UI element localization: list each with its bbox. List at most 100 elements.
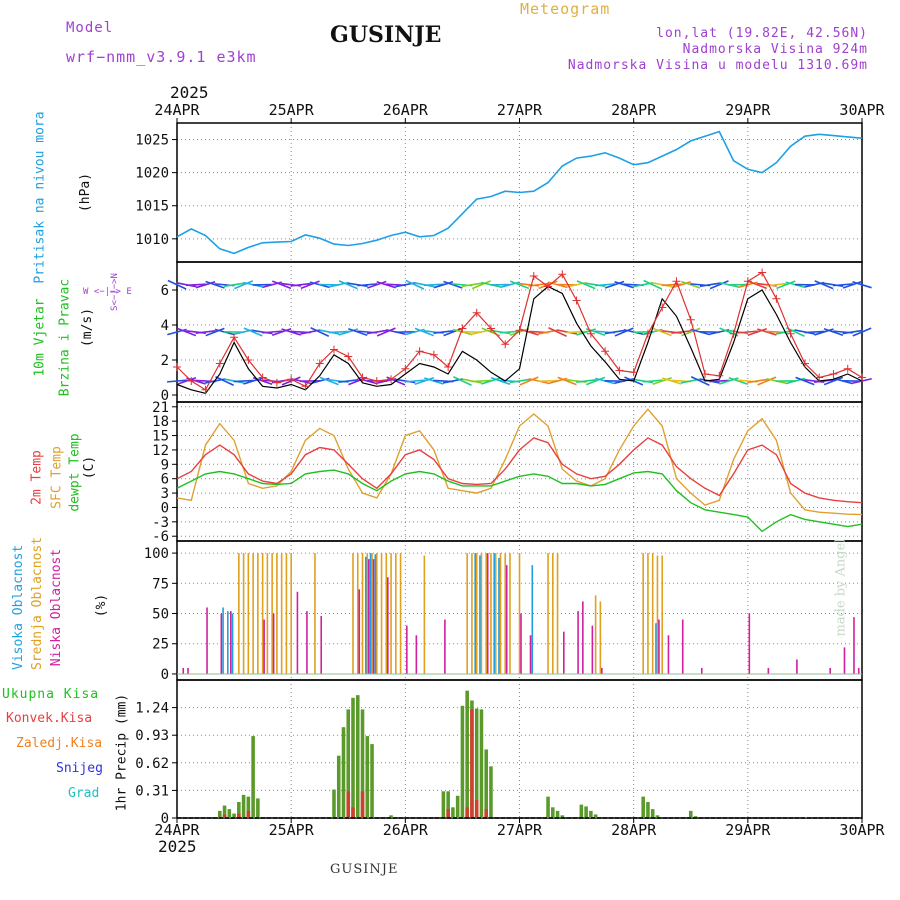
wind-arrow (433, 281, 454, 289)
wind-arrow (652, 327, 672, 337)
precip-total-bar (584, 806, 588, 818)
wind-arrow (814, 328, 834, 336)
wind-arrow (719, 377, 739, 385)
y-tick-label: 1.24 (135, 701, 169, 717)
wind-arrow (681, 280, 701, 289)
precip-conv-bar (446, 809, 450, 818)
wind-arrow (757, 376, 777, 386)
precip-total-bar (341, 727, 346, 818)
precip-total-bar (655, 815, 660, 818)
wind-speed-marker (629, 368, 638, 377)
wind-speed-marker (315, 359, 324, 368)
wind-arrow (643, 279, 663, 290)
y-tick-label: 0.93 (135, 728, 169, 744)
x-tick-label-bottom: 30APR (839, 821, 885, 839)
wind-speed-marker (287, 375, 296, 384)
precip-conv-bar (346, 791, 351, 818)
wind-arrow (215, 376, 234, 386)
wind-arrow (747, 327, 768, 337)
wind-speed-marker (515, 326, 524, 335)
wind-arrow (366, 329, 387, 335)
wind-arrow (737, 330, 758, 334)
precip-total-bar (441, 791, 446, 818)
y-tick-label: 75 (152, 576, 169, 592)
wind-arrow (719, 327, 739, 337)
precip-total-bar (641, 796, 645, 818)
y-tick-label: 0 (161, 667, 169, 683)
wind-arrow (195, 329, 216, 335)
wind-compass-sn: S<−|−>N (109, 273, 120, 311)
wind-arrow (205, 327, 225, 337)
wind-arrow (338, 378, 359, 384)
wind-speed-marker (701, 370, 710, 378)
precip-total-bar (455, 795, 460, 818)
wind-arrow (310, 327, 330, 337)
wind-speed-marker (329, 345, 338, 354)
pressure-line (176, 130, 863, 255)
cloud-label-high: Visoka Oblacnost (11, 544, 26, 670)
precip-conv-bar (222, 814, 227, 818)
model-altitude-label: Nadmorska Visina u modelu 1310.69m (567, 58, 868, 73)
x-tick-label-top: 26APR (383, 101, 429, 119)
wind-arrow (852, 281, 872, 289)
wind-arrow (576, 328, 596, 336)
precip-conv-bar (360, 791, 365, 818)
wind-speed-marker (230, 333, 239, 342)
y-tick-label: 1015 (135, 199, 169, 215)
precip-unit: 1hr Precip (mm) (114, 693, 130, 812)
wind-compass-we: W <−|−> E (83, 287, 132, 297)
wind-arrow (823, 376, 844, 386)
precip-total-bar (256, 798, 260, 818)
precip-total-bar (355, 695, 360, 818)
wind-arrow (557, 376, 577, 386)
wind-arrow (328, 330, 349, 334)
pressure-unit: (hPa) (78, 172, 94, 213)
wind-arrow (272, 280, 292, 290)
precip-total-bar (589, 810, 593, 818)
wind-speed-marker (572, 296, 581, 305)
precip-total-bar (241, 794, 246, 818)
wind-speed-marker (358, 373, 367, 382)
wind-arrow (471, 280, 491, 290)
wind-speed-marker (244, 356, 253, 364)
wind-gust-line (176, 285, 863, 394)
precip-total-bar (251, 736, 255, 818)
wind-arrow (433, 329, 454, 335)
wind-arrow (509, 378, 530, 384)
wind-arrow (747, 378, 768, 384)
wind-arrow (709, 280, 729, 290)
y-tick-label: 25 (152, 637, 169, 653)
wind-arrow (443, 280, 463, 289)
wind-arrow (671, 329, 692, 335)
wind-arrow (709, 379, 730, 383)
x-tick-label-top: 27APR (497, 101, 543, 119)
precip-total-bar (489, 766, 493, 818)
temp-label-sfc: SFC Temp (49, 446, 65, 509)
product-title: Meteogram (520, 0, 611, 18)
footer-city: GUSINJE (330, 862, 399, 877)
wind-arrow (671, 281, 692, 289)
precip-total-bar (546, 796, 550, 818)
wind-arrow (852, 327, 872, 337)
wind-arrow (414, 327, 434, 337)
x-tick-label-top: 29APR (725, 101, 771, 119)
precip-conv-bar (470, 709, 474, 818)
wind-arrow (604, 280, 625, 289)
wind-arrow (338, 328, 359, 336)
wind-title-2: Brzina i Pravac (57, 278, 73, 397)
wind-arrow (234, 280, 254, 290)
y-tick-label: 4 (161, 318, 169, 334)
precip-total-bar (218, 810, 222, 818)
cloud-unit: (%) (94, 593, 110, 618)
precip-total-bar (346, 709, 351, 818)
wind-speed-marker (429, 350, 438, 359)
wind-arrow (453, 376, 472, 386)
temp-label-dewpt: dewpt Temp (67, 433, 83, 512)
wind-speed-marker (715, 371, 724, 380)
wind-arrow (195, 281, 216, 289)
precip-total-bar (650, 809, 655, 818)
y-tick-label: 9 (161, 457, 169, 473)
y-tick-label: 15 (152, 429, 169, 445)
precip-total-bar (484, 749, 488, 818)
